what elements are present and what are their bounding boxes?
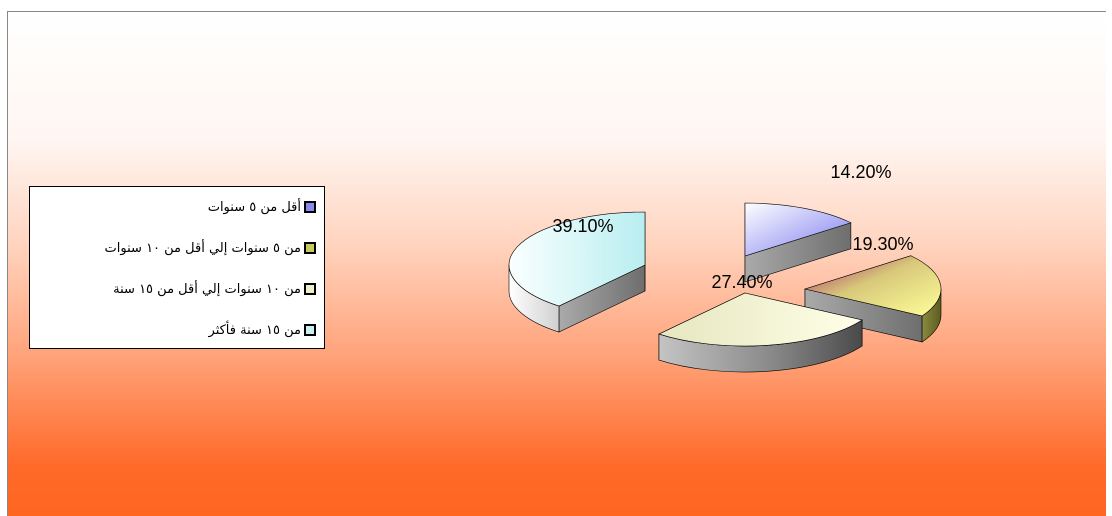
legend-item: من ١٥ سنة فأكثر (209, 320, 316, 340)
legend-label: من ١٠ سنوات إلي أقل من ١٥ سنة (113, 281, 301, 297)
legend-label: من ١٥ سنة فأكثر (208, 322, 301, 338)
pie-slice (508, 211, 646, 307)
data-label: 39.10% (552, 216, 613, 236)
legend-swatch (304, 242, 316, 254)
data-label: 19.30% (852, 234, 913, 254)
legend-swatch (304, 324, 316, 336)
legend-swatch (304, 201, 316, 213)
legend-item: أقل من ٥ سنوات (208, 197, 316, 217)
pie-slice (658, 292, 863, 347)
chart-area: 14.20% 19.30% 27.40% 39.10% أقل من ٥ سنوات … (7, 11, 1106, 516)
legend: أقل من ٥ سنوات من ٥ سنوات إلي أقل من ١٠ … (29, 186, 325, 349)
legend-label: أقل من ٥ سنوات (207, 199, 301, 215)
pie-slice (744, 202, 852, 257)
legend-label: من ٥ سنوات إلي أقل من ١٠ سنوات (104, 240, 301, 256)
legend-item: من ٥ سنوات إلي أقل من ١٠ سنوات (105, 238, 316, 258)
data-label: 27.40% (711, 272, 772, 292)
pie-chart: 14.20% 19.30% 27.40% 39.10% (508, 162, 942, 373)
legend-swatch (304, 283, 316, 295)
data-label: 14.20% (830, 162, 891, 182)
legend-item: من ١٠ سنوات إلي أقل من ١٥ سنة (113, 279, 316, 299)
pie-slice (803, 255, 942, 317)
